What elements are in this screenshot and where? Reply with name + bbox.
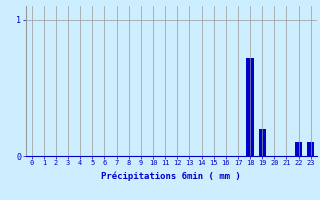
X-axis label: Précipitations 6min ( mm ): Précipitations 6min ( mm ): [101, 172, 241, 181]
Bar: [246, 58, 254, 156]
Bar: [295, 142, 302, 156]
Bar: [307, 142, 314, 156]
Bar: [259, 129, 266, 156]
